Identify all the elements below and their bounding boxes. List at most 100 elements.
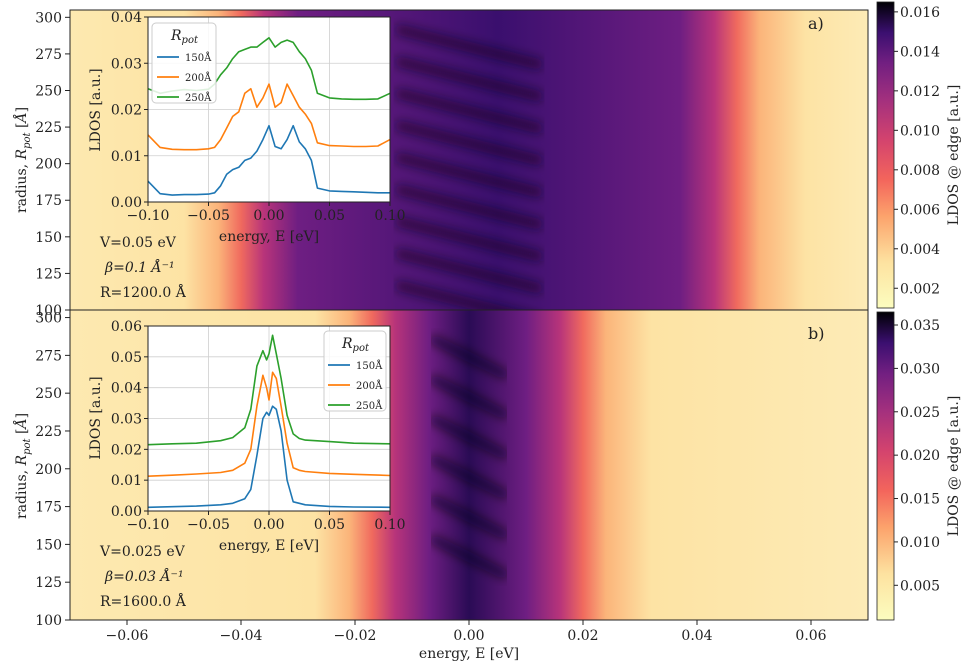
inset-y-tick-label: 0.01 <box>111 149 142 165</box>
y-axis-label-a: radius, Rpot [Å] <box>12 107 33 213</box>
colorbar-label-a: LDOS @ edge [a.u.] <box>946 85 962 226</box>
inset-y-tick-label: 0.01 <box>111 473 142 489</box>
y-tick-label: 125 <box>35 266 62 282</box>
inset-a: −0.10 −0.05 0.00 0.05 0.10 0.00 0.01 0.02 0.03 0.… <box>88 10 406 245</box>
inset-y-tick-label: 0.00 <box>111 504 142 520</box>
params-b: V=0.025 eV β=0.03 Å⁻¹ R=1600.0 Å <box>99 544 187 610</box>
y-axis-label-b: radius, Rpot [Å] <box>12 413 33 519</box>
inset-x-tick-label: 0.00 <box>253 517 284 533</box>
inset-a-xlabel: energy, E [eV] <box>219 229 319 245</box>
inset-y-tick-label: 0.04 <box>111 10 142 26</box>
inset-b-legend: Rpot 150Å 200Å 250Å <box>323 330 387 412</box>
inset-x-tick-label: −0.10 <box>127 517 170 533</box>
x-tick-label: −0.06 <box>106 628 149 644</box>
param-beta-a: β=0.1 Å⁻¹ <box>104 258 175 276</box>
inset-y-tick-label: 0.02 <box>111 442 142 458</box>
y-tick-label: 150 <box>35 230 62 246</box>
inset-a-legend: Rpot 150Å 200Å 250Å <box>151 22 217 104</box>
y-tick-label: 200 <box>35 462 62 478</box>
inset-y-tick-label: 0.06 <box>111 319 142 335</box>
inset-b-legend-title: Rpot <box>341 336 370 354</box>
param-v-a: V=0.05 eV <box>99 235 177 251</box>
inset-x-tick-label: 0.05 <box>314 517 345 533</box>
y-tick-label: 250 <box>35 83 62 99</box>
inset-b-xlabel: energy, E [eV] <box>219 538 319 554</box>
colorbar-tick-label: 0.005 <box>900 578 940 594</box>
series-line-150Å <box>147 405 391 509</box>
param-r-a: R=1200.0 Å <box>100 283 187 301</box>
param-v-b: V=0.025 eV <box>99 544 186 560</box>
inset-y-tick-label: 0.05 <box>111 350 142 366</box>
param-beta-b: β=0.03 Å⁻¹ <box>104 567 184 585</box>
inset-y-tick-label: 0.00 <box>111 195 142 211</box>
colorbar-tick-label: 0.006 <box>900 202 940 218</box>
colorbar-tick-label: 0.004 <box>900 242 940 258</box>
series-line-200Å <box>147 83 391 151</box>
y-tick-label: 125 <box>35 575 62 591</box>
inset-x-tick-label: 0.00 <box>253 208 284 224</box>
x-tick-label: −0.04 <box>220 628 263 644</box>
colorbar-label-b: LDOS @ edge [a.u.] <box>946 396 962 537</box>
inset-x-tick-label: 0.10 <box>374 517 405 533</box>
colorbar-tick-label: 0.016 <box>900 5 940 21</box>
param-r-b: R=1600.0 Å <box>100 592 187 610</box>
colorbar-tick-label: 0.008 <box>900 163 940 179</box>
y-tick-label: 275 <box>35 47 62 63</box>
y-axis-ticks-b: 100 125 150 175 200 225 250 275 300 <box>35 311 70 629</box>
panel-tag-a: a) <box>808 14 824 33</box>
colorbar-tick-label: 0.015 <box>900 492 940 508</box>
y-tick-label: 175 <box>35 500 62 516</box>
colorbar-tick-label: 0.010 <box>900 123 940 139</box>
y-tick-label: 150 <box>35 537 62 553</box>
legend-label: 150Å <box>185 52 212 64</box>
inset-y-tick-label: 0.02 <box>111 103 142 119</box>
colorbar-tick-label: 0.035 <box>900 318 940 334</box>
inset-x-tick-label: −0.05 <box>187 517 230 533</box>
y-tick-label: 250 <box>35 386 62 402</box>
x-axis-label: energy, E [eV] <box>419 646 519 662</box>
colorbar-tick-label: 0.010 <box>900 535 940 551</box>
x-tick-label: −0.02 <box>334 628 377 644</box>
y-tick-label: 100 <box>35 613 62 629</box>
x-axis-ticks: −0.06 −0.04 −0.02 0.00 0.02 0.04 0.06 <box>106 620 827 644</box>
inset-x-tick-label: −0.10 <box>127 208 170 224</box>
inset-x-tick-label: 0.05 <box>314 208 345 224</box>
x-tick-label: 0.06 <box>795 628 826 644</box>
inset-b: −0.10 −0.05 0.00 0.05 0.10 0.00 0.01 0.02 0.03 0.… <box>88 319 406 554</box>
inset-a-ylabel: LDOS [a.u.] <box>88 68 104 151</box>
series-line-150Å <box>147 124 390 196</box>
inset-x-tick-label: −0.05 <box>187 208 230 224</box>
inset-a-legend-title: Rpot <box>170 28 199 46</box>
legend-label: 250Å <box>185 92 212 104</box>
panel-tag-b: b) <box>808 324 824 343</box>
y-axis-ticks-a: 100 125 150 175 200 225 250 275 300 <box>35 10 70 319</box>
y-tick-label: 175 <box>35 193 62 209</box>
legend-label: 200Å <box>185 72 212 84</box>
inset-y-tick-label: 0.03 <box>111 412 142 428</box>
params-a: V=0.05 eV β=0.1 Å⁻¹ R=1200.0 Å <box>99 235 187 301</box>
colorbar-a: 0.002 0.004 0.006 0.008 0.010 0.012 0.014 0.016… <box>876 1 962 309</box>
colorbar-tick-label: 0.012 <box>900 84 940 100</box>
colorbar-b: 0.005 0.010 0.015 0.020 0.025 0.030 0.035 LDOS… <box>876 311 962 621</box>
y-tick-label: 225 <box>35 424 62 440</box>
inset-y-tick-label: 0.03 <box>111 56 142 72</box>
colorbar-tick-label: 0.002 <box>900 281 940 297</box>
x-tick-label: 0.04 <box>681 628 712 644</box>
inset-x-tick-label: 0.10 <box>374 208 405 224</box>
inset-y-tick-label: 0.04 <box>111 381 142 397</box>
colorbar-tick-label: 0.014 <box>900 44 940 60</box>
y-tick-label: 225 <box>35 120 62 136</box>
colorbar-tick-label: 0.020 <box>900 448 940 464</box>
series-line-200Å <box>147 371 391 477</box>
y-tick-label: 300 <box>35 10 62 26</box>
x-tick-label: 0.00 <box>453 628 484 644</box>
y-tick-label: 300 <box>35 311 62 327</box>
series-line-250Å <box>147 334 391 446</box>
colorbar-tick-label: 0.025 <box>900 405 940 421</box>
legend-label: 150Å <box>356 360 383 372</box>
legend-label: 250Å <box>356 400 383 412</box>
legend-label: 200Å <box>356 380 383 392</box>
y-tick-label: 275 <box>35 348 62 364</box>
x-tick-label: 0.02 <box>567 628 598 644</box>
